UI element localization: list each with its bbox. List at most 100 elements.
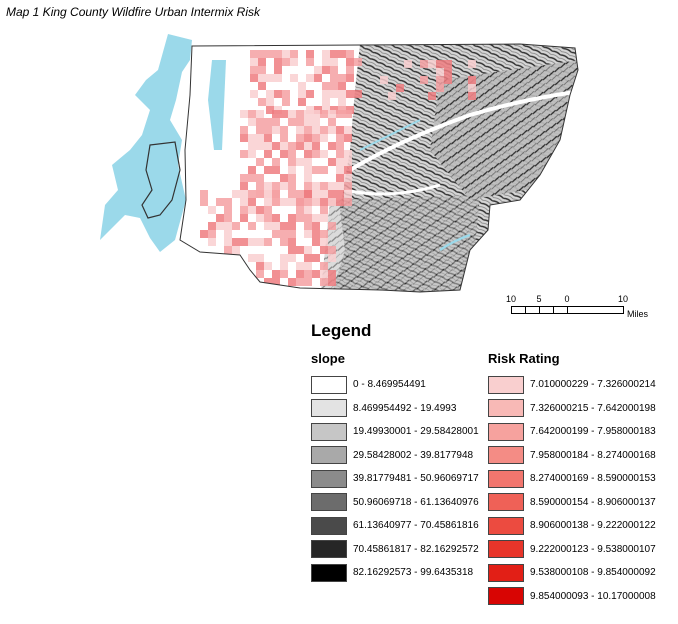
slope-legend-entry: 61.13640977 - 70.45861816	[311, 514, 479, 538]
scale-segment	[525, 306, 540, 314]
risk-cell	[272, 158, 280, 166]
risk-cell	[272, 110, 280, 118]
risk-cell	[304, 246, 312, 254]
county-boundary	[179, 43, 579, 293]
risk-cell	[304, 174, 312, 182]
risk-cell	[208, 262, 216, 270]
legend-entry-label: 7.326000215 - 7.642000198	[530, 402, 656, 414]
risk-cell	[232, 278, 240, 286]
risk-cell	[312, 230, 320, 238]
risk-cell	[232, 238, 240, 246]
slope-legend-entry: 29.58428002 - 39.8177948	[311, 444, 479, 468]
legend-entry-label: 70.45861817 - 82.16292572	[353, 543, 479, 555]
slope-legend-entry: 39.81779481 - 50.96069717	[311, 467, 479, 491]
risk-cell	[296, 110, 304, 118]
risk-cell	[312, 222, 320, 230]
risk-cell	[346, 50, 354, 58]
risk-cell	[380, 76, 388, 84]
risk-cell	[266, 98, 274, 106]
risk-cell	[328, 270, 336, 278]
risk-cell	[290, 58, 298, 66]
risk-cell	[224, 230, 232, 238]
risk-cell	[344, 190, 352, 198]
risk-cell	[320, 262, 328, 270]
risk-cell	[224, 222, 232, 230]
risk-cell	[288, 174, 296, 182]
risk-cell	[280, 238, 288, 246]
risk-legend-title: Risk Rating	[488, 351, 560, 366]
risk-cell	[274, 66, 282, 74]
risk-cell	[436, 84, 444, 92]
risk-cell	[256, 270, 264, 278]
risk-cell	[224, 206, 232, 214]
risk-cell	[344, 182, 352, 190]
risk-cell	[288, 142, 296, 150]
risk-cell	[264, 166, 272, 174]
legend-entry-label: 0 - 8.469954491	[353, 379, 426, 391]
risk-cell	[312, 126, 320, 134]
risk-cell	[320, 278, 328, 286]
risk-cell	[248, 150, 256, 158]
risk-cell	[296, 206, 304, 214]
risk-cell	[328, 198, 336, 206]
risk-cell	[428, 60, 436, 68]
risk-cell	[280, 126, 288, 134]
risk-cell	[280, 134, 288, 142]
risk-cell	[298, 90, 306, 98]
risk-cell	[248, 254, 256, 262]
risk-cell	[248, 134, 256, 142]
legend-swatch	[311, 422, 347, 441]
risk-cell	[328, 278, 336, 286]
risk-cell	[240, 206, 248, 214]
risk-cell	[232, 262, 240, 270]
risk-cell	[290, 50, 298, 58]
risk-cell	[264, 262, 272, 270]
risk-cell	[216, 214, 224, 222]
risk-cell	[248, 190, 256, 198]
risk-cell	[224, 214, 232, 222]
legend-swatch	[311, 493, 347, 512]
risk-cell	[240, 238, 248, 246]
risk-cell	[336, 150, 344, 158]
scale-tick-label: 10	[505, 294, 517, 304]
risk-cell	[314, 66, 322, 74]
risk-cell	[248, 110, 256, 118]
risk-cell	[248, 118, 256, 126]
risk-cell	[280, 230, 288, 238]
vashon-island-outline	[141, 141, 181, 219]
risk-cell	[336, 126, 344, 134]
risk-cell	[338, 90, 346, 98]
map-title: Map 1 King County Wildfire Urban Intermi…	[6, 5, 260, 19]
risk-cell	[428, 92, 436, 100]
risk-cell	[248, 174, 256, 182]
risk-cell	[264, 198, 272, 206]
risk-cell	[330, 90, 338, 98]
risk-cell	[328, 126, 336, 134]
risk-legend-entry: 8.906000138 - 9.222000122	[488, 514, 656, 538]
risk-cell	[240, 134, 248, 142]
risk-cell	[312, 198, 320, 206]
risk-cell	[208, 222, 216, 230]
risk-cell	[338, 50, 346, 58]
risk-cell	[248, 222, 256, 230]
risk-cell	[354, 90, 362, 98]
risk-cell	[320, 110, 328, 118]
scale-tick-label: 10	[617, 294, 629, 304]
risk-cell	[288, 246, 296, 254]
risk-cell	[436, 60, 444, 68]
risk-cell	[304, 270, 312, 278]
risk-cell	[296, 190, 304, 198]
risk-cell	[224, 246, 232, 254]
risk-cell	[346, 74, 354, 82]
risk-cell	[312, 110, 320, 118]
risk-cell	[274, 58, 282, 66]
risk-cell	[296, 126, 304, 134]
risk-legend-entry: 9.854000093 - 10.17000008	[488, 585, 656, 609]
risk-cell	[224, 238, 232, 246]
risk-cell	[320, 126, 328, 134]
risk-cell	[208, 230, 216, 238]
legend-swatch	[311, 375, 347, 394]
risk-cell	[288, 254, 296, 262]
risk-cell	[320, 182, 328, 190]
risk-cell	[274, 50, 282, 58]
